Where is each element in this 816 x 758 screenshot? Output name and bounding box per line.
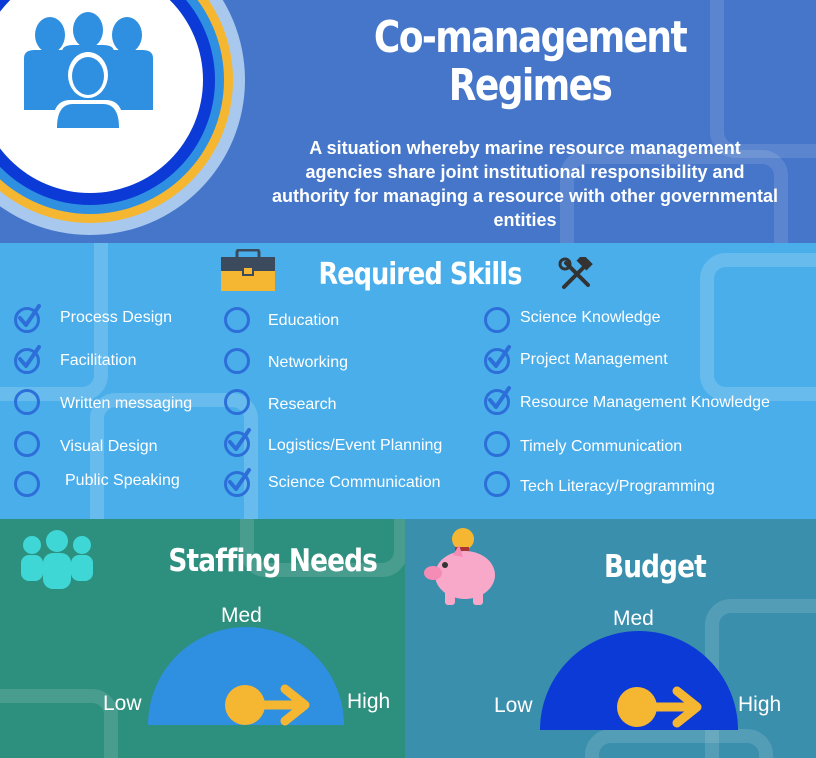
budget-gauge xyxy=(540,631,738,730)
skill-label: Timely Communication xyxy=(520,438,683,455)
checkbox[interactable] xyxy=(14,304,41,333)
checkbox[interactable] xyxy=(14,345,41,374)
title-line-1: Co-management xyxy=(373,12,688,63)
checkbox[interactable] xyxy=(224,348,250,374)
decor-frame xyxy=(710,0,816,158)
decor-frame xyxy=(560,150,788,243)
decor-frame xyxy=(700,253,816,401)
decor-frame xyxy=(0,689,118,758)
skill-label: Science Communication xyxy=(268,474,441,491)
gauge-high-label: High xyxy=(738,693,782,716)
staffing-gauge xyxy=(148,627,344,726)
skill-label: Science Knowledge xyxy=(520,309,661,326)
skills-section: Required Skills Process Design Facilitati… xyxy=(0,243,816,519)
skills-title: Required Skills xyxy=(318,257,522,292)
checkmark-icon xyxy=(488,345,511,368)
skill-label: Tech Literacy/Programming xyxy=(520,478,715,495)
checkbox[interactable] xyxy=(224,389,250,415)
checkmark-icon xyxy=(228,428,251,451)
checkbox[interactable] xyxy=(224,468,251,497)
checkbox[interactable] xyxy=(14,471,40,497)
skill-label: Education xyxy=(268,312,340,329)
page-title: Co-management Regimes xyxy=(341,14,718,110)
checkbox[interactable] xyxy=(14,431,40,457)
skill-label: Networking xyxy=(268,354,349,371)
skill-label: Visual Design xyxy=(60,438,158,455)
checkbox[interactable] xyxy=(484,307,510,333)
skill-label: Logistics/Event Planning xyxy=(268,437,443,454)
checkmark-icon xyxy=(228,468,251,491)
decor-frame xyxy=(585,729,773,758)
staffing-panel: Staffing Needs Med Low High xyxy=(0,519,405,758)
staffing-title: Staffing Needs xyxy=(168,543,377,579)
skill-label: Resource Management Knowledge xyxy=(520,394,770,411)
skill-label: Process Design xyxy=(60,309,173,326)
gauge-low-label: Low xyxy=(103,692,142,715)
checkmark-icon xyxy=(18,304,41,327)
gauge-med-label: Med xyxy=(221,604,262,627)
header-section: Co-management Regimes A situation whereb… xyxy=(0,0,816,243)
hammer-wrench-icon xyxy=(558,257,593,289)
checkmark-icon xyxy=(18,345,41,368)
budget-panel: Budget Med Low High xyxy=(405,519,816,758)
checkbox[interactable] xyxy=(484,431,510,457)
checkbox[interactable] xyxy=(484,345,511,374)
skill-label: Public Speaking xyxy=(65,472,180,489)
decor-frame xyxy=(240,519,405,577)
checkbox[interactable] xyxy=(484,386,511,415)
checkmark-icon xyxy=(488,386,511,409)
checkbox[interactable] xyxy=(484,471,510,497)
skill-label: Project Management xyxy=(520,351,668,368)
checkbox[interactable] xyxy=(224,428,251,457)
skill-label: Facilitation xyxy=(60,352,137,369)
skill-label: Research xyxy=(268,396,337,413)
definition-text: A situation whereby marine resource mana… xyxy=(271,138,779,230)
gauge-low-label: Low xyxy=(494,694,533,717)
gauge-high-label: High xyxy=(347,690,391,713)
skill-label: Written messaging xyxy=(60,395,193,412)
group-people-icon xyxy=(0,0,245,235)
toolbox-icon xyxy=(221,249,275,291)
budget-title: Budget xyxy=(603,549,707,585)
title-line-2: Regimes xyxy=(448,60,613,111)
checkbox[interactable] xyxy=(224,307,250,333)
gauge-med-label: Med xyxy=(613,607,654,630)
checkbox[interactable] xyxy=(14,389,40,415)
piggy-bank-icon xyxy=(424,528,495,605)
people-group-icon xyxy=(21,530,93,589)
